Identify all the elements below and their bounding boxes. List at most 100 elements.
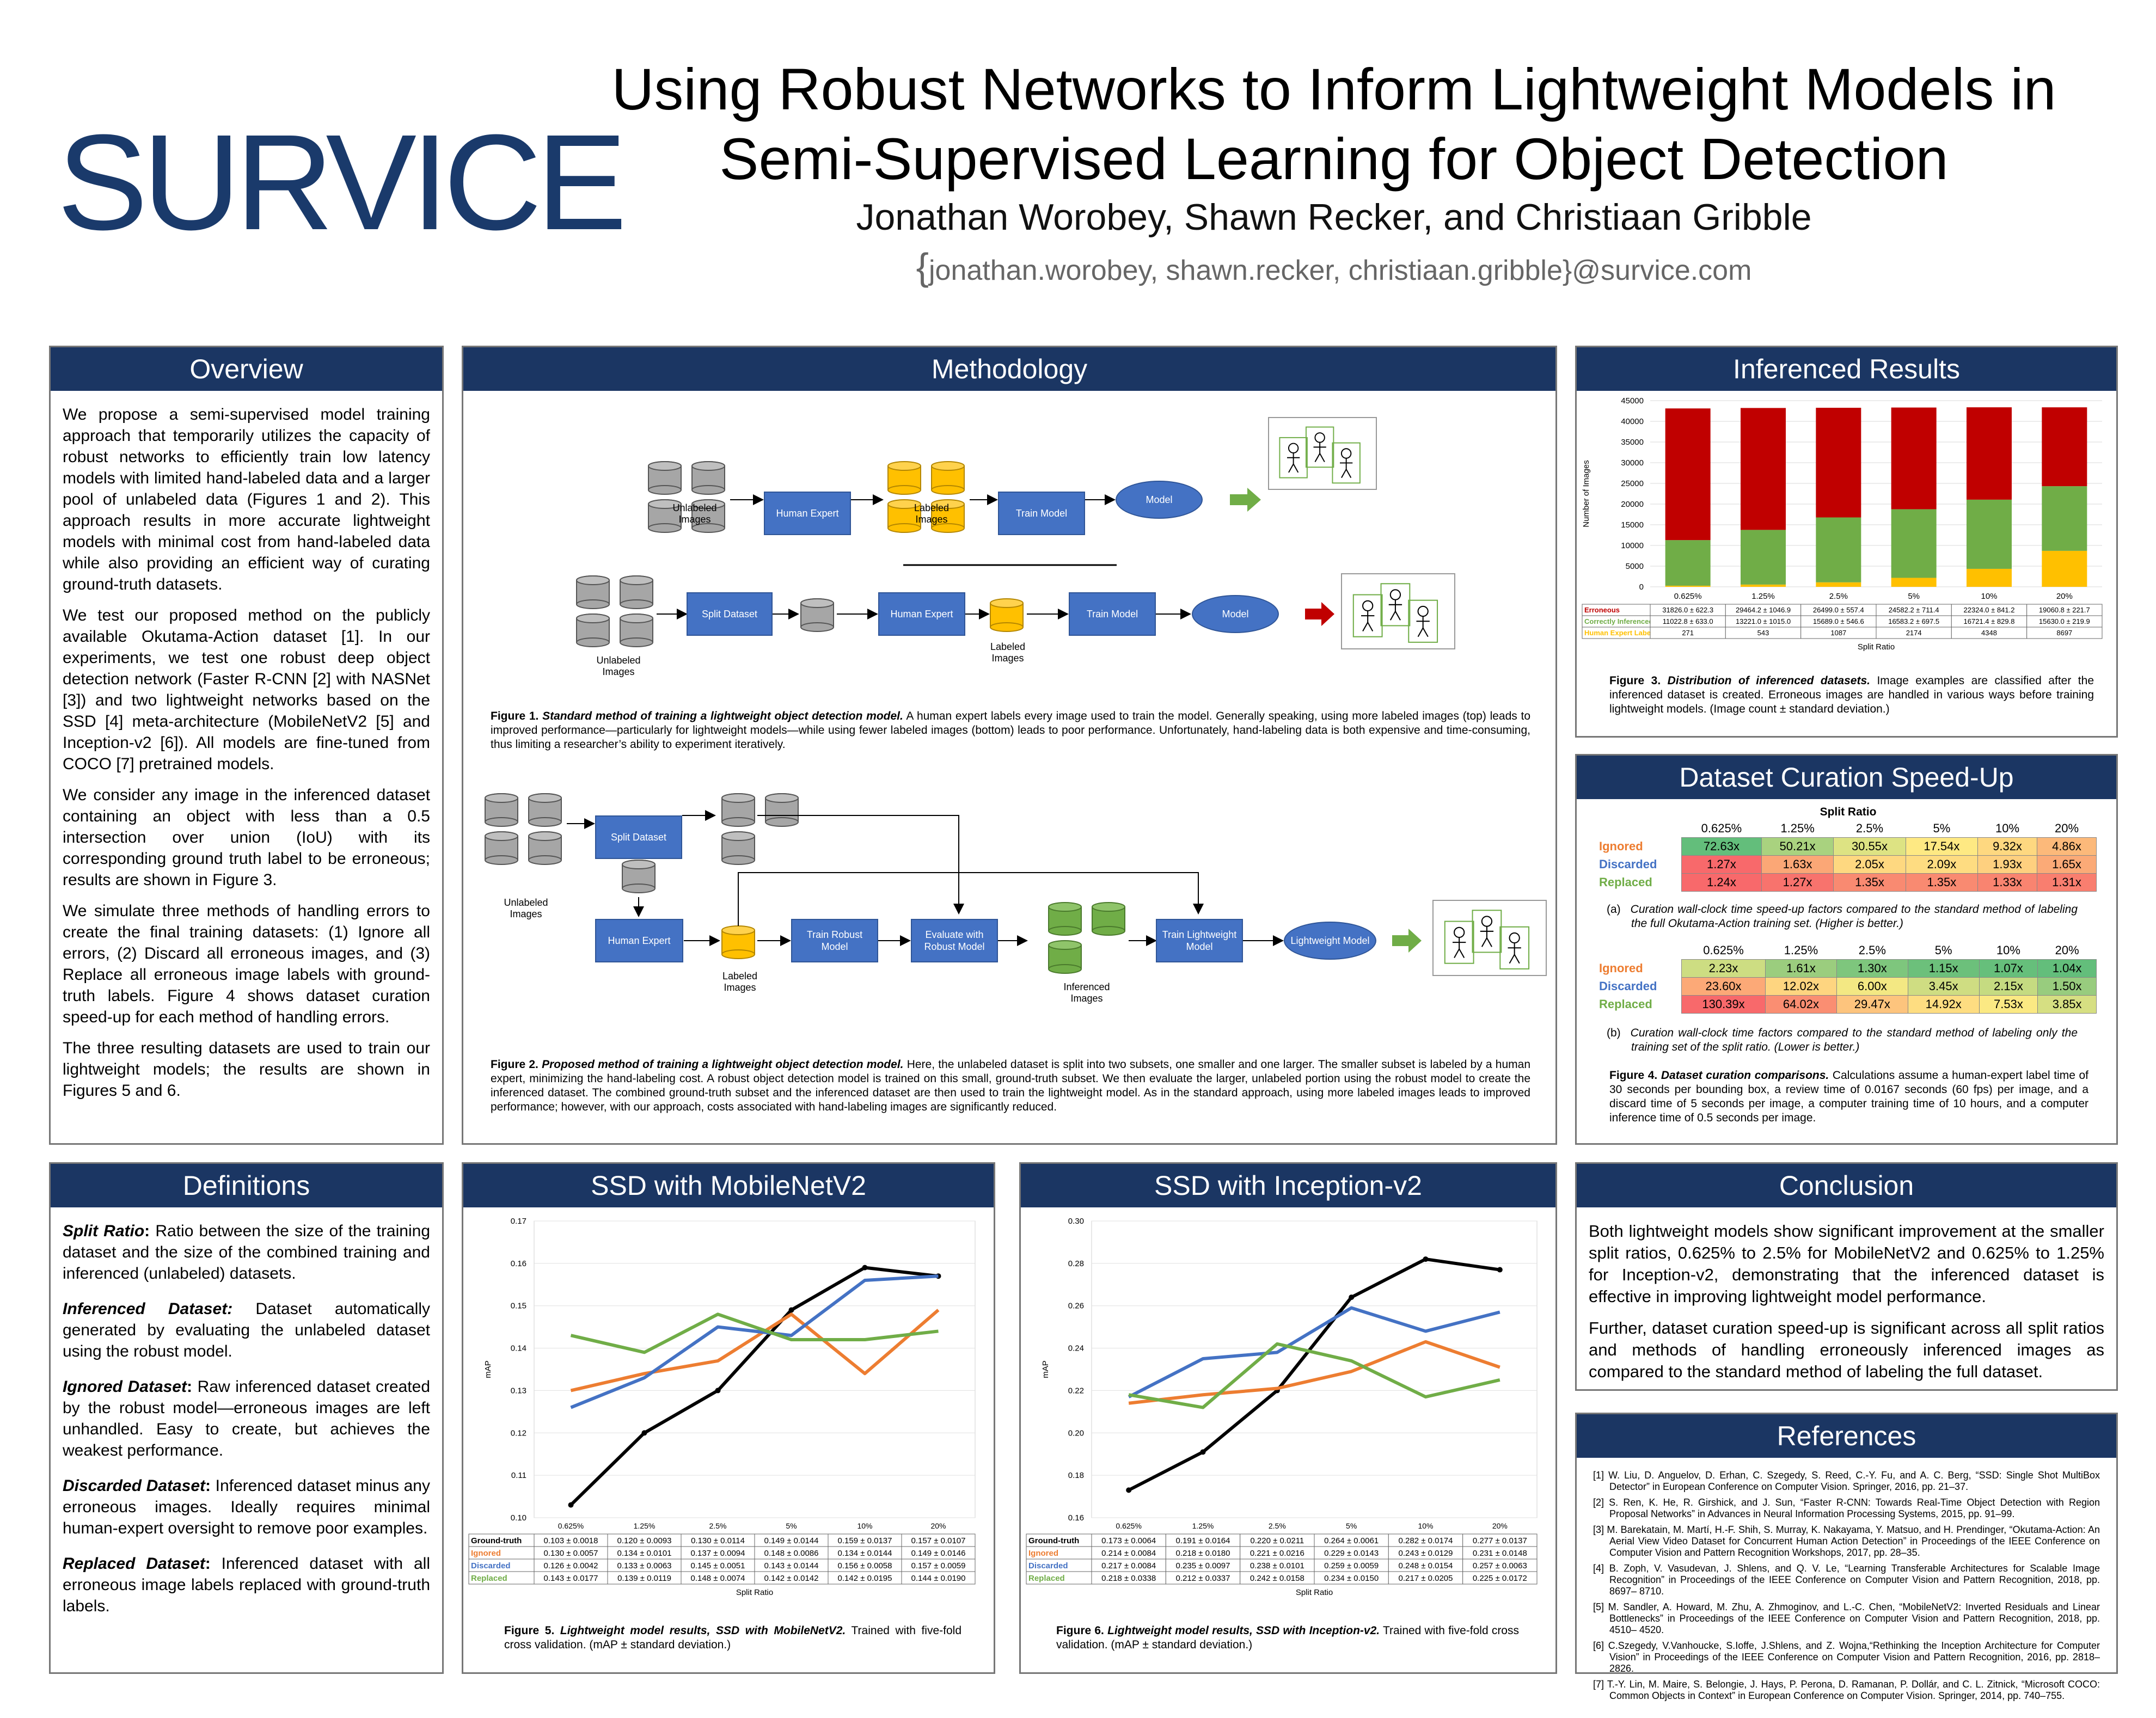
lightweight-model-ellipse: Lightweight Model xyxy=(1284,922,1376,960)
reference-item: [3] M. Barekatain, M. Martí, H.-F. Shih,… xyxy=(1593,1524,2100,1558)
table-value: 24582.2 ± 711.4 xyxy=(1889,606,1939,614)
result-arrow-2 xyxy=(1305,602,1334,626)
y-tick-label: 0.11 xyxy=(511,1471,526,1480)
y-tick-label: 40000 xyxy=(1621,417,1644,426)
speedup-col-header: 5% xyxy=(1933,821,1951,835)
bar-segment xyxy=(1891,509,1937,578)
table-value: 0.231 ± 0.0148 xyxy=(1473,1549,1527,1558)
references-body: [1] W. Liu, D. Anguelov, D. Erhan, C. Sz… xyxy=(1577,1458,2116,1718)
fig2-text: Here, the unlabeled dataset is split int… xyxy=(491,1058,1531,1113)
overview-p4: We simulate three methods of handling er… xyxy=(63,902,430,1026)
data-point xyxy=(788,1307,794,1313)
references-panel: References [1] W. Liu, D. Anguelov, D. E… xyxy=(1575,1413,2118,1701)
table-value: 0.130 ± 0.0114 xyxy=(691,1536,745,1545)
train-model-box-1: Train Model xyxy=(998,492,1085,535)
bar-segment xyxy=(1816,582,1861,587)
speedup-col-header: 5% xyxy=(1934,943,1952,957)
bar-segment xyxy=(2042,486,2087,551)
table-value: 0.214 ± 0.0084 xyxy=(1101,1549,1156,1558)
table-value: 0.142 ± 0.0195 xyxy=(838,1574,892,1583)
speedup-cell: 30.55x xyxy=(1833,837,1906,856)
y-tick-label: 30000 xyxy=(1621,458,1644,468)
fig5-label: Figure 5. xyxy=(504,1624,555,1637)
unlabeled-cylinders-fig2-large xyxy=(721,793,799,865)
table-value: 0.148 ± 0.0086 xyxy=(764,1549,819,1558)
table-value: 0.218 ± 0.0180 xyxy=(1176,1549,1230,1558)
inferenced-title: Inferenced Results xyxy=(1577,347,2116,391)
speedup-row: Ignored 72.63x 50.21x 30.55x 17.54x 9.32x 4.86… xyxy=(1598,837,2097,856)
speedup-col-header: 2.5% xyxy=(1855,821,1884,835)
table-value: 0.191 ± 0.0164 xyxy=(1176,1536,1230,1545)
table-value: 0.218 ± 0.0338 xyxy=(1101,1574,1156,1583)
speedup-cell: 1.30x xyxy=(1836,959,1908,978)
speedup-cell: 1.07x xyxy=(1979,959,2038,978)
table-value: 22324.0 ± 841.2 xyxy=(1964,606,2015,614)
y-tick-label: 35000 xyxy=(1621,438,1644,447)
table-value: 0.243 ± 0.0129 xyxy=(1399,1549,1453,1558)
table-value: 16583.2 ± 697.5 xyxy=(1888,617,1939,625)
series-line xyxy=(570,1274,939,1409)
fig4-text: Calculations assume a human-expert label… xyxy=(1609,1069,2088,1124)
y-tick-label: 0.10 xyxy=(511,1513,526,1523)
speedup-cell: 1.93x xyxy=(1977,855,2037,874)
table-value: 0.212 ± 0.0337 xyxy=(1176,1574,1230,1583)
references-title: References xyxy=(1577,1414,2116,1458)
x-tick-label: 0.625% xyxy=(558,1521,584,1530)
human-expert-box-2: Human Expert xyxy=(878,592,965,636)
speedup-cell: 1.24x xyxy=(1681,873,1762,892)
emails: {jonathan.worobey, shawn.recker, christi… xyxy=(490,245,2156,289)
table-value: 0.130 ± 0.0057 xyxy=(544,1549,598,1558)
inferenced-cylinders xyxy=(1048,902,1125,974)
speedup-cell: 3.85x xyxy=(2037,995,2097,1014)
x-tick-label: 10% xyxy=(1418,1521,1433,1530)
table-value: 1087 xyxy=(1830,629,1846,637)
overview-p1: We propose a semi-supervised model train… xyxy=(63,406,430,593)
speedup-row: Replaced 130.39x 64.02x 29.47x 14.92x 7.53x 3.… xyxy=(1598,995,2097,1014)
table-value: 543 xyxy=(1757,629,1769,637)
x-tick-label: 0.625% xyxy=(1674,592,1702,601)
speedup-row-label: Replaced xyxy=(1599,997,1652,1011)
result-image-2 xyxy=(1341,573,1455,649)
bar-segment xyxy=(1741,584,1786,587)
fig6-caption: Figure 6. Lightweight model results, SSD… xyxy=(1056,1624,1519,1652)
definition-text: Inferenced dataset minus any erroneous i… xyxy=(63,1477,430,1537)
speedup-cell: 12.02x xyxy=(1765,977,1837,996)
inception-title: SSD with Inception-v2 xyxy=(1021,1164,1555,1207)
x-tick-label: 0.625% xyxy=(1116,1521,1141,1530)
speedup-title: Dataset Curation Speed-Up xyxy=(1577,756,2116,799)
x-tick-label: 2.5% xyxy=(1269,1521,1286,1530)
table-value: 0.137 ± 0.0094 xyxy=(691,1549,745,1558)
data-point xyxy=(862,1265,868,1271)
speedup-col-header: 10% xyxy=(1996,943,2020,957)
unlabeled-label-1: Unlabeled Images xyxy=(672,502,717,525)
speedup-cell: 2.05x xyxy=(1833,855,1906,874)
speedup-cell: 1.27x xyxy=(1681,855,1762,874)
table-value: 4348 xyxy=(1981,629,1997,637)
inception-panel: SSD with Inception-v2 mAP 0.16 0.18 0.20 0.2… xyxy=(1019,1162,1557,1674)
train-robust-box: Train Robust Model xyxy=(791,919,878,962)
x-tick-label: 5% xyxy=(1908,592,1920,601)
x-tick-label: 20% xyxy=(1492,1521,1508,1530)
caption-a-text: Curation wall-clock time speed-up factor… xyxy=(1630,903,2078,930)
fig5-caption: Figure 5. Lightweight model results, SSD… xyxy=(504,1624,961,1652)
table-row-label: Ground-truth xyxy=(1028,1536,1079,1545)
speedup-col-header: 0.625% xyxy=(1703,943,1744,957)
table-value: 0.133 ± 0.0063 xyxy=(617,1561,672,1570)
reference-item: [6] C.Szegedy, V.Vanhoucke, S.Ioffe, J.S… xyxy=(1593,1640,2100,1674)
x-tick-label: 5% xyxy=(786,1521,797,1530)
table-value: 0.217 ± 0.0084 xyxy=(1101,1561,1156,1570)
speedup-row-label: Discarded xyxy=(1599,979,1657,993)
table-value: 19060.8 ± 221.7 xyxy=(2039,606,2090,614)
y-axis-label: mAP xyxy=(1041,1360,1050,1378)
conclusion-body: Both lightweight models show significant… xyxy=(1577,1207,2116,1406)
definition-term: Inferenced Dataset: xyxy=(63,1300,233,1318)
x-tick-label: 1.25% xyxy=(1751,592,1775,601)
table-value: 0.143 ± 0.0177 xyxy=(544,1574,598,1583)
speedup-col-header: 1.25% xyxy=(1780,821,1815,835)
fig1-text: A human expert labels every image used t… xyxy=(491,710,1530,751)
fig4-label: Figure 4. xyxy=(1609,1069,1658,1082)
reference-item: [4] B. Zoph, V. Vasudevan, J. Shlens, an… xyxy=(1593,1563,2100,1597)
fig1-caption: Figure 1. Standard method of training a … xyxy=(491,709,1530,752)
x-tick-label: 1.25% xyxy=(634,1521,656,1530)
speedup-cell: 50.21x xyxy=(1761,837,1834,856)
